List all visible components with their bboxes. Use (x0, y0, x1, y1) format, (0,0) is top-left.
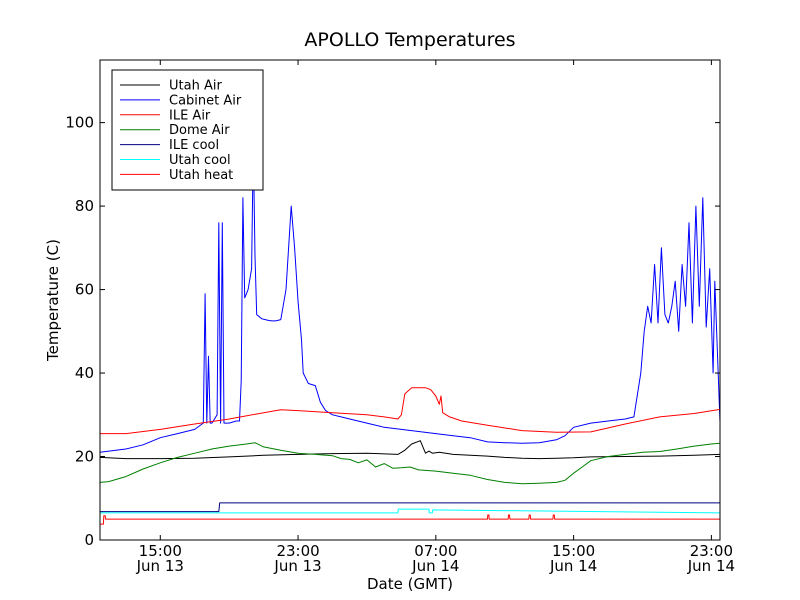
x-tick-label-time: 15:00 (139, 542, 182, 560)
legend-label-utah-cool: Utah cool (169, 153, 231, 168)
chart-title: APOLLO Temperatures (304, 29, 515, 51)
y-tick-label: 0 (84, 531, 94, 549)
y-tick-label: 100 (65, 114, 94, 132)
series-line-dome-air (99, 442, 721, 485)
x-tick-label-date: Jun 14 (549, 557, 597, 575)
x-axis-label: Date (GMT) (367, 575, 453, 593)
legend-label-cabinet-air: Cabinet Air (169, 93, 242, 108)
x-tick-label-time: 23:00 (276, 542, 319, 560)
legend-label-ile-cool: ILE cool (169, 138, 219, 153)
x-tick-label-date: Jun 13 (136, 557, 184, 575)
legend-label-utah-heat: Utah heat (169, 168, 233, 183)
plot-frame (99, 59, 721, 541)
series-line-utah-heat (100, 514, 720, 525)
y-tick-label: 20 (75, 448, 94, 466)
x-tick-label-date: Jun 14 (687, 557, 735, 575)
y-tick-label: 60 (75, 281, 94, 299)
legend-label-dome-air: Dome Air (169, 123, 230, 138)
x-tick-label-date: Jun 13 (273, 557, 321, 575)
series-line-utah-cool (100, 508, 721, 514)
x-tick-label-time: 07:00 (414, 542, 457, 560)
legend-label-utah-air: Utah Air (169, 79, 222, 94)
series-layer (99, 143, 721, 525)
series-line-utah-air (99, 440, 721, 460)
y-tick-label: 40 (75, 364, 94, 382)
series-line-cabinet-air (99, 143, 721, 453)
x-tick-label-time: 23:00 (690, 542, 733, 560)
series-line-ile-air (100, 387, 721, 435)
legend-label-ile-air: ILE Air (169, 108, 211, 123)
series-line-ile-cool (100, 502, 720, 513)
x-tick-label-date: Jun 14 (411, 557, 459, 575)
x-tick-label-time: 15:00 (552, 542, 595, 560)
y-axis-label: Temperature (C) (44, 239, 62, 362)
y-tick-label: 80 (75, 197, 94, 215)
